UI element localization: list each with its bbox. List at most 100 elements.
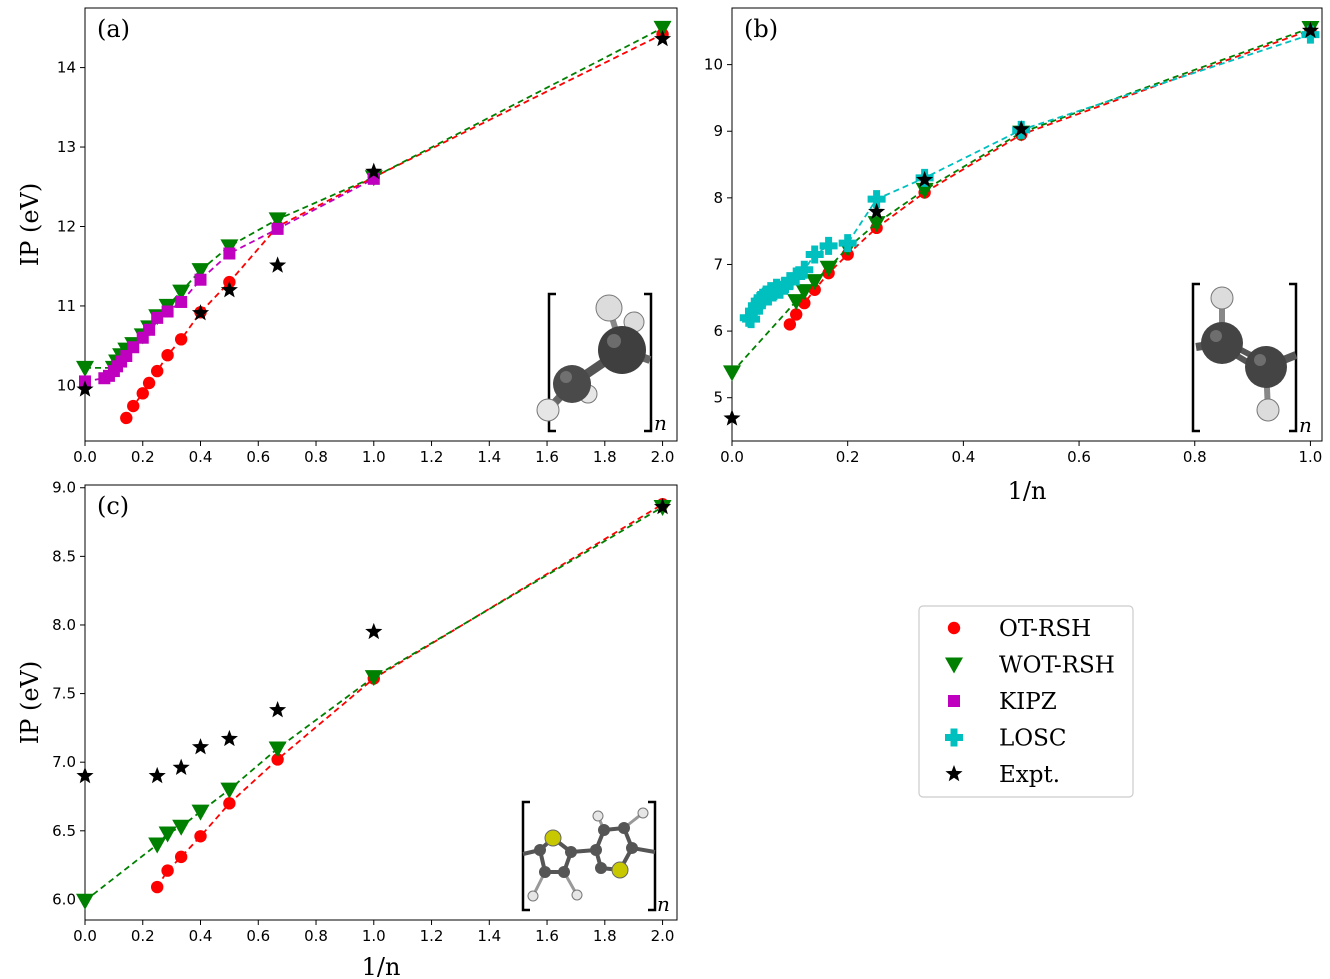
axes-frame: [84, 7, 678, 442]
series-ot-rsh: [150, 498, 669, 894]
series-ot-rsh: [783, 23, 1317, 331]
data-point-losc: [780, 272, 799, 291]
data-point-ot-rsh: [161, 864, 174, 877]
data-point-wot-rsh: [268, 741, 287, 758]
panel-a: 0.0 0.2 0.4 0.6 0.8 1.0 1.2 1.4 1.6 1.8 2.0 10 11 12 1…: [16, 7, 678, 466]
panel-label: (b): [744, 15, 778, 43]
x-tick-label: 2.0: [651, 448, 675, 466]
x-axis-label: 1/n: [362, 953, 401, 979]
data-point-ot-rsh: [194, 830, 207, 843]
data-point-expt: [365, 622, 383, 640]
x-tick-label: 0.2: [836, 448, 860, 466]
y-tick-label: 10: [57, 376, 76, 394]
data-point-expt: [365, 162, 383, 179]
y-tick-label: 9.0: [52, 479, 76, 497]
data-point-ot-rsh: [150, 364, 164, 378]
data-point-ot-rsh: [790, 308, 803, 321]
y-tick-label: 7: [713, 255, 723, 273]
data-point-kipz: [151, 311, 164, 324]
series-wot-rsh: [76, 499, 672, 910]
y-tick-label: 6: [713, 322, 723, 340]
y-tick-label: 13: [57, 138, 76, 156]
x-tick-label: 1.4: [477, 927, 501, 945]
x-tick-label: 0.2: [131, 927, 155, 945]
data-point-ot-rsh: [142, 376, 156, 390]
y-axis-label: IP (eV): [16, 661, 44, 745]
y-tick-label: 7.0: [52, 753, 76, 771]
data-point-expt: [148, 766, 166, 784]
data-point-kipz: [175, 295, 188, 308]
data-point-ot-rsh: [174, 333, 188, 346]
series-line-wot-rsh: [84, 506, 664, 902]
x-tick-label: 1.0: [362, 448, 386, 466]
data-point-ot-rsh: [174, 850, 188, 864]
data-point-losc: [771, 280, 790, 299]
series-expt: [76, 29, 672, 397]
legend-marker-wot-rsh: [945, 657, 963, 674]
data-point-wot-rsh: [723, 365, 741, 382]
data-point-wot-rsh: [819, 260, 838, 277]
axes-frame: [84, 484, 678, 921]
data-point-losc: [1301, 25, 1320, 44]
legend-marker-losc: [945, 728, 963, 747]
x-tick-label: 0.4: [951, 448, 975, 466]
data-point-wot-rsh: [867, 216, 886, 233]
series-line-ot-rsh: [156, 503, 664, 888]
inset-polythiophene: [521, 800, 657, 912]
legend-marker-expt: [945, 765, 963, 782]
data-point-ot-rsh: [120, 411, 133, 425]
data-point-expt: [172, 758, 190, 775]
legend-item-ot-rsh: OT-RSH: [947, 616, 1091, 642]
data-point-wot-rsh: [364, 670, 383, 687]
legend-item-wot-rsh: WOT-RSH: [945, 653, 1115, 679]
legend-marker-kipz: [948, 695, 960, 707]
y-tick-label: 10: [704, 56, 723, 74]
legend-label: KIPZ: [999, 689, 1057, 715]
y-tick-label: 14: [57, 59, 76, 77]
data-point-ot-rsh: [271, 753, 284, 766]
y-tick-label: 12: [57, 217, 76, 235]
legend-label: Expt.: [999, 762, 1060, 788]
y-tick-label: 7.5: [52, 685, 76, 703]
y-tick-label: 5: [713, 389, 723, 407]
x-tick-label: 1.6: [535, 448, 559, 466]
series-line-ot-rsh: [789, 29, 1311, 325]
data-point-wot-rsh: [220, 239, 239, 256]
x-tick-label: 0.8: [304, 927, 328, 945]
x-tick-label: 0.6: [1067, 448, 1091, 466]
legend-label: OT-RSH: [999, 616, 1091, 642]
data-point-wot-rsh: [268, 212, 287, 229]
legend-label: LOSC: [999, 726, 1066, 752]
data-point-losc: [819, 236, 838, 255]
x-tick-label: 0.4: [189, 927, 213, 945]
series-losc: [739, 25, 1320, 329]
data-point-losc: [867, 190, 886, 209]
data-point-ot-rsh: [783, 318, 797, 331]
data-point-wot-rsh: [191, 804, 210, 821]
y-tick-label: 8.0: [52, 616, 76, 634]
data-point-kipz: [143, 323, 156, 336]
panel-label: (a): [97, 15, 130, 43]
data-point-wot-rsh: [76, 893, 94, 910]
data-point-losc: [775, 276, 794, 295]
x-tick-label: 0.4: [189, 448, 213, 466]
x-tick-label: 0.2: [131, 448, 155, 466]
legend-label: WOT-RSH: [999, 653, 1115, 679]
data-point-wot-rsh: [191, 263, 210, 280]
x-tick-label: 0.8: [304, 448, 328, 466]
data-point-losc: [795, 260, 814, 279]
data-point-ot-rsh: [136, 387, 149, 400]
legend-item-kipz: KIPZ: [948, 689, 1057, 715]
data-point-expt: [1301, 21, 1319, 38]
data-point-expt: [191, 304, 210, 321]
x-tick-label: 0.0: [720, 448, 744, 466]
data-point-expt: [269, 701, 287, 718]
data-point-expt: [76, 766, 94, 784]
axes-frame: [731, 7, 1323, 442]
data-point-losc: [805, 245, 824, 264]
data-point-wot-rsh: [172, 819, 191, 836]
data-point-kipz: [271, 222, 284, 235]
data-point-expt: [916, 170, 934, 188]
data-point-wot-rsh: [220, 782, 239, 799]
data-point-kipz: [161, 305, 174, 318]
